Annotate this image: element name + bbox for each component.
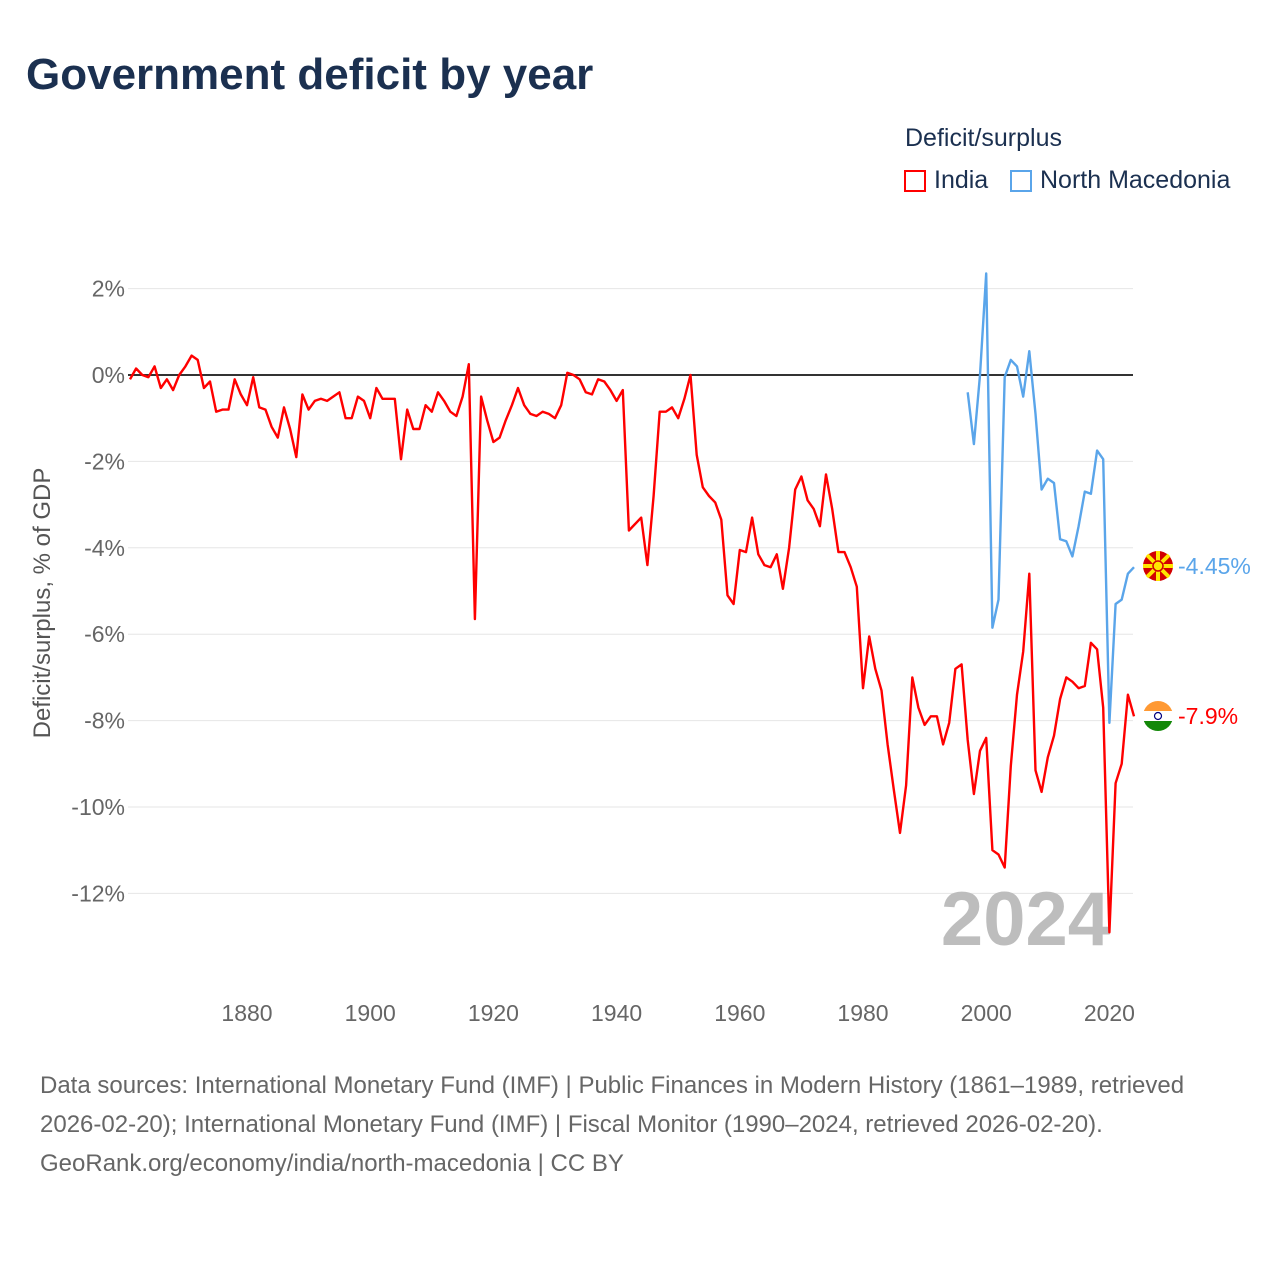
y-tick-label: -6%: [84, 621, 125, 647]
x-tick-label: 1940: [591, 1000, 642, 1026]
chart-title: Government deficit by year: [26, 50, 594, 99]
legend-item-india[interactable]: India: [904, 166, 988, 195]
flag-india-icon: [1143, 701, 1173, 731]
legend-swatch-north-macedonia: [1010, 169, 1032, 192]
year-watermark: 2024: [941, 877, 1110, 962]
legend-swatch-india: [904, 169, 926, 192]
y-tick-label: 0%: [92, 362, 125, 388]
y-tick-label: -8%: [84, 708, 125, 734]
y-axis-label: Deficit/surplus, % of GDP: [29, 468, 56, 739]
x-tick-label: 2000: [961, 1000, 1012, 1026]
x-tick-label: 1880: [221, 1000, 272, 1026]
credit-link[interactable]: GeoRank.org/economy/india/north-macedoni…: [40, 1150, 624, 1177]
x-tick-label: 1920: [468, 1000, 519, 1026]
y-tick-label: -2%: [84, 448, 125, 474]
x-tick-label: 2020: [1084, 1000, 1135, 1026]
series-line-north-macedonia: [966, 272, 1135, 724]
y-tick-label: 2%: [92, 276, 125, 302]
legend-label-india: India: [934, 166, 989, 194]
series-line-india: [128, 354, 1136, 934]
flag-north-macedonia-icon: [1143, 551, 1173, 581]
y-tick-label: -4%: [84, 535, 125, 561]
x-tick-label: 1980: [837, 1000, 888, 1026]
legend-item-north-macedonia[interactable]: North Macedonia: [1010, 166, 1230, 195]
legend-label-north-macedonia: North Macedonia: [1040, 166, 1231, 194]
end-label-north-macedonia: -4.45%: [1178, 553, 1251, 579]
data-sources: Data sources: International Monetary Fun…: [40, 1072, 1185, 1138]
footer: Data sources: International Monetary Fun…: [40, 1066, 1240, 1183]
legend-title: Deficit/surplus: [905, 124, 1062, 152]
end-label-india: -7.9%: [1178, 703, 1238, 729]
x-tick-label: 1900: [345, 1000, 396, 1026]
x-tick-label: 1960: [714, 1000, 765, 1026]
y-tick-label: -12%: [71, 880, 125, 906]
y-tick-label: -10%: [71, 794, 125, 820]
